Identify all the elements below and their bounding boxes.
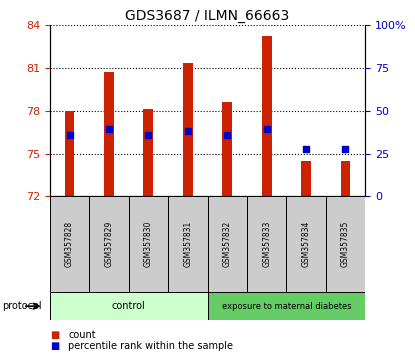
- Bar: [50, 292, 208, 320]
- Bar: [65, 110, 74, 196]
- Point: [264, 126, 270, 132]
- Point: [145, 132, 152, 138]
- Bar: [89, 196, 129, 292]
- Text: GDS3687 / ILMN_66663: GDS3687 / ILMN_66663: [125, 9, 290, 23]
- Bar: [326, 196, 365, 292]
- Text: GSM357832: GSM357832: [223, 221, 232, 267]
- Text: control: control: [112, 301, 146, 311]
- Bar: [286, 196, 326, 292]
- Bar: [222, 102, 232, 196]
- Text: ■: ■: [50, 341, 59, 351]
- Point: [224, 132, 231, 138]
- Bar: [129, 196, 168, 292]
- Bar: [208, 196, 247, 292]
- Bar: [50, 196, 89, 292]
- Point: [66, 132, 73, 138]
- Point: [342, 147, 349, 152]
- Bar: [341, 161, 350, 196]
- Text: exposure to maternal diabetes: exposure to maternal diabetes: [222, 302, 351, 311]
- Text: ■: ■: [50, 330, 59, 339]
- Bar: [168, 196, 208, 292]
- Text: GSM357830: GSM357830: [144, 221, 153, 268]
- Bar: [301, 161, 311, 196]
- Point: [303, 147, 309, 152]
- Text: count: count: [68, 330, 96, 339]
- Text: GSM357833: GSM357833: [262, 221, 271, 268]
- Bar: [183, 63, 193, 196]
- Text: protocol: protocol: [2, 301, 42, 311]
- Text: GSM357831: GSM357831: [183, 221, 192, 267]
- Bar: [208, 292, 365, 320]
- Point: [105, 126, 112, 132]
- Text: GSM357829: GSM357829: [105, 221, 113, 267]
- Point: [184, 128, 191, 133]
- Bar: [144, 109, 153, 196]
- Bar: [104, 72, 114, 196]
- Text: GSM357834: GSM357834: [302, 221, 310, 268]
- Bar: [262, 36, 271, 196]
- Text: percentile rank within the sample: percentile rank within the sample: [68, 341, 234, 351]
- Bar: [247, 196, 286, 292]
- Text: GSM357828: GSM357828: [65, 221, 74, 267]
- Text: GSM357835: GSM357835: [341, 221, 350, 268]
